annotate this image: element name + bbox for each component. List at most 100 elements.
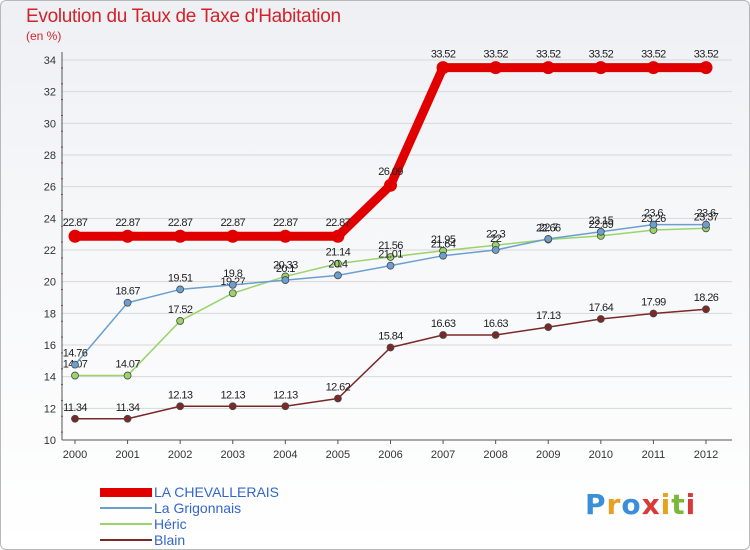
data-label: 22.87	[326, 217, 351, 229]
data-label: 20.33	[273, 259, 298, 271]
data-point	[121, 229, 135, 243]
data-label: 21.64	[431, 239, 456, 251]
legend-swatch	[100, 523, 152, 525]
y-tick-label: 34	[44, 55, 56, 67]
data-point	[123, 414, 132, 423]
data-point	[71, 371, 79, 380]
logo-letter: o	[621, 488, 642, 521]
y-tick-label: 26	[44, 182, 56, 194]
y-tick-label: 16	[44, 340, 56, 352]
data-point	[491, 246, 500, 254]
chart-title: Evolution du Taux de Taxe d'Habitation	[26, 6, 341, 27]
data-point	[334, 259, 342, 268]
y-tick-label: 12	[44, 403, 56, 415]
logo-letter: i	[660, 488, 672, 521]
data-label: 21.14	[326, 247, 351, 259]
data-point	[544, 235, 553, 243]
legend-label: Héric	[154, 516, 187, 532]
line-chart: 10 12 14 16 18 20 22 24 26 28 30 32 34 2000 2001 2002 20…	[44, 49, 732, 461]
data-point	[226, 229, 240, 243]
data-point	[439, 331, 447, 339]
data-label: 21.95	[431, 234, 456, 246]
chart-subtitle: (en %)	[26, 29, 62, 43]
data-point	[334, 394, 342, 403]
data-point	[649, 220, 658, 229]
legend-swatch	[100, 487, 152, 497]
data-label: 21.56	[378, 240, 403, 252]
data-label: 33.52	[536, 49, 561, 61]
data-point	[702, 305, 710, 314]
data-label: 14.76	[63, 348, 88, 360]
data-label: 23.6	[644, 208, 663, 220]
legend-label: Blain	[154, 532, 186, 548]
data-label: 26.09	[378, 166, 403, 178]
data-point	[71, 414, 79, 423]
data-point	[68, 229, 82, 243]
data-label: 22.87	[220, 217, 245, 229]
data-point	[71, 360, 79, 369]
proxiti-logo: Proxiti	[585, 488, 696, 521]
data-label: 33.52	[431, 49, 456, 61]
data-label: 22.87	[168, 217, 193, 229]
series-line-3	[75, 308, 707, 420]
data-label: 17.13	[536, 310, 561, 322]
x-tick-label: 2006	[378, 449, 402, 461]
x-tick-label: 2010	[589, 449, 613, 461]
y-tick-label: 28	[44, 150, 56, 162]
y-tick-label: 22	[44, 245, 56, 257]
data-label: 14.07	[115, 359, 140, 371]
data-label: 22.89	[589, 219, 614, 231]
x-tick-label: 2002	[168, 449, 192, 461]
data-label: 21.01	[378, 249, 403, 261]
data-point	[489, 61, 503, 75]
data-point	[544, 323, 553, 332]
data-label: 33.52	[483, 49, 508, 61]
data-point	[646, 61, 660, 75]
data-point	[228, 280, 237, 289]
data-label: 23.26	[641, 213, 666, 225]
data-label: 12.13	[220, 389, 245, 401]
x-tick-label: 2007	[431, 449, 455, 461]
data-label: 18.67	[115, 286, 140, 298]
data-label: 18.26	[694, 292, 719, 304]
data-label: 15.84	[378, 331, 403, 343]
data-point	[176, 317, 185, 325]
data-label: 12.13	[273, 389, 298, 401]
x-tick-label: 2005	[326, 449, 350, 461]
data-point	[491, 331, 500, 339]
data-label: 22.87	[273, 217, 298, 229]
logo-letter: P	[585, 488, 607, 521]
legend-label: La Grigonnais	[154, 500, 242, 516]
x-tick-label: 2009	[536, 449, 560, 461]
data-point	[123, 371, 132, 380]
data-point	[228, 289, 237, 298]
data-label: 22	[490, 233, 502, 245]
y-tick-label: 30	[44, 118, 56, 130]
x-tick-label: 2000	[63, 449, 87, 461]
data-label: 22.3	[486, 228, 505, 240]
data-label: 22.7	[539, 222, 558, 234]
legend-swatch	[100, 539, 152, 541]
legend-swatch	[100, 507, 152, 509]
y-tick-label: 10	[44, 435, 56, 447]
data-point	[331, 229, 345, 243]
data-label: 33.52	[641, 49, 666, 61]
data-point	[649, 309, 658, 318]
data-point	[702, 220, 710, 229]
y-tick-label: 24	[44, 213, 56, 225]
data-label: 17.52	[168, 304, 193, 316]
data-point	[439, 251, 447, 260]
data-label: 17.64	[589, 302, 614, 314]
data-point	[384, 178, 397, 192]
data-label: 19.8	[223, 268, 242, 280]
logo-letter: x	[641, 488, 661, 521]
data-label: 22.87	[115, 217, 140, 229]
data-label: 22.87	[63, 217, 88, 229]
data-point	[281, 276, 290, 284]
data-point	[386, 253, 395, 261]
x-tick-label: 2001	[115, 449, 139, 461]
data-point	[596, 315, 605, 323]
data-point	[281, 402, 290, 411]
data-point	[334, 271, 342, 280]
data-point	[278, 229, 292, 243]
